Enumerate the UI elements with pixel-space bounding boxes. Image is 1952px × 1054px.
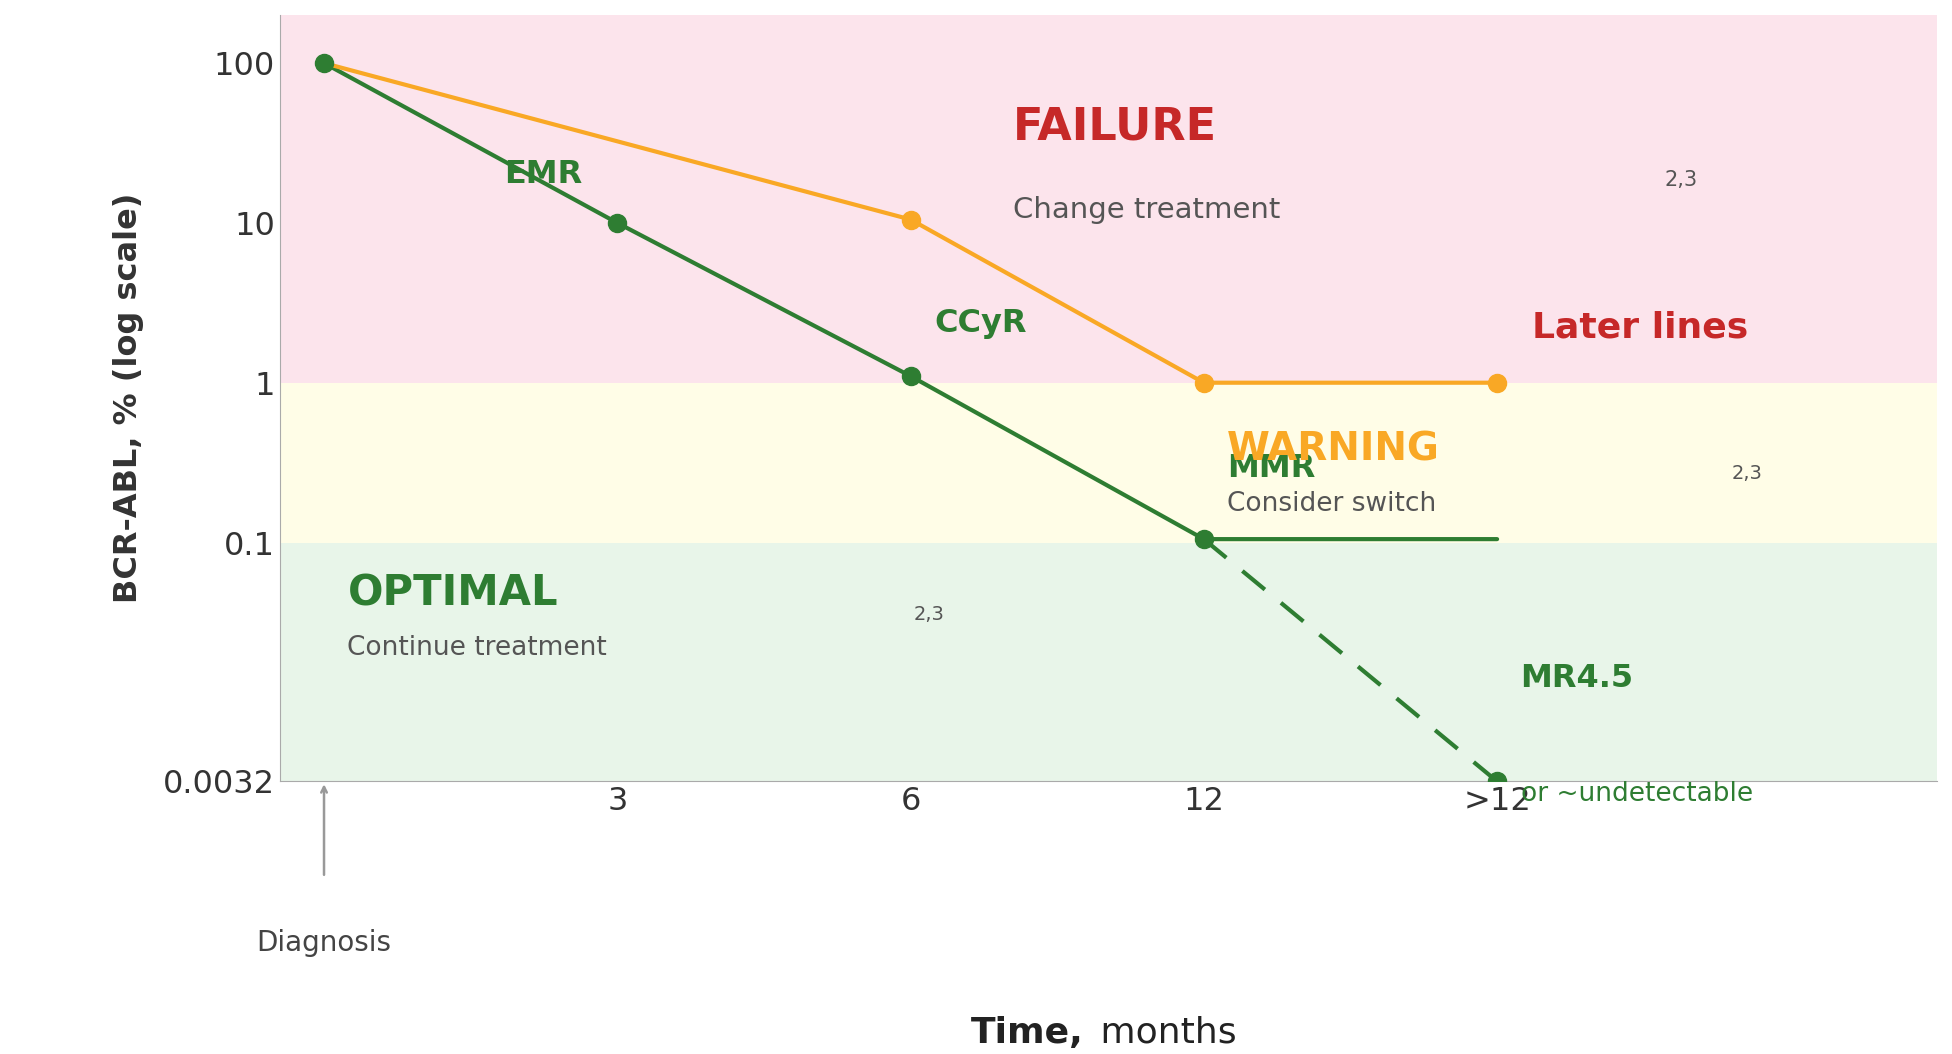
Text: Change treatment: Change treatment <box>1013 196 1281 225</box>
Text: FAILURE: FAILURE <box>1013 105 1218 149</box>
Text: Time,: Time, <box>970 1016 1083 1050</box>
Bar <box>279 15 1936 383</box>
Text: CCyR: CCyR <box>933 308 1027 339</box>
Y-axis label: BCR-ABL, % (log scale): BCR-ABL, % (log scale) <box>113 193 144 603</box>
Text: MMR: MMR <box>1228 453 1316 485</box>
Text: WARNING: WARNING <box>1228 431 1441 469</box>
Text: 2,3: 2,3 <box>1665 170 1698 190</box>
Text: 2,3: 2,3 <box>914 605 945 624</box>
Text: MR4.5: MR4.5 <box>1521 663 1634 695</box>
Text: months: months <box>1089 1016 1238 1050</box>
Bar <box>279 543 1936 781</box>
Text: OPTIMAL: OPTIMAL <box>347 572 558 614</box>
Text: Continue treatment: Continue treatment <box>347 635 607 661</box>
Text: EMR: EMR <box>504 159 582 191</box>
Text: Later lines: Later lines <box>1532 311 1749 345</box>
Bar <box>279 383 1936 543</box>
Text: 2,3: 2,3 <box>1731 464 1763 483</box>
Text: Consider switch: Consider switch <box>1228 491 1437 516</box>
Text: Diagnosis: Diagnosis <box>256 929 392 957</box>
Text: or ~undetectable: or ~undetectable <box>1521 781 1753 807</box>
